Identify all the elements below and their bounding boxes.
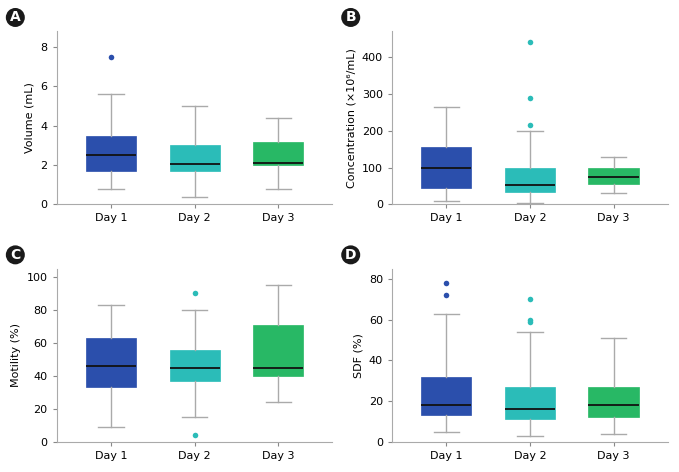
PathPatch shape [86, 338, 136, 388]
Text: B: B [346, 10, 356, 25]
PathPatch shape [589, 387, 639, 417]
PathPatch shape [422, 377, 471, 415]
Text: C: C [10, 248, 20, 262]
Y-axis label: Motility (%): Motility (%) [11, 323, 21, 388]
PathPatch shape [505, 387, 555, 420]
PathPatch shape [505, 168, 555, 192]
PathPatch shape [170, 145, 220, 171]
Text: D: D [345, 248, 356, 262]
Y-axis label: Volume (mL): Volume (mL) [25, 83, 35, 153]
PathPatch shape [170, 350, 220, 381]
Text: A: A [10, 10, 20, 25]
Y-axis label: Concentration (×10⁶/mL): Concentration (×10⁶/mL) [346, 48, 356, 188]
PathPatch shape [86, 135, 136, 171]
Y-axis label: SDF (%): SDF (%) [353, 333, 363, 378]
PathPatch shape [422, 147, 471, 188]
PathPatch shape [253, 325, 304, 376]
PathPatch shape [253, 142, 304, 165]
PathPatch shape [589, 168, 639, 184]
